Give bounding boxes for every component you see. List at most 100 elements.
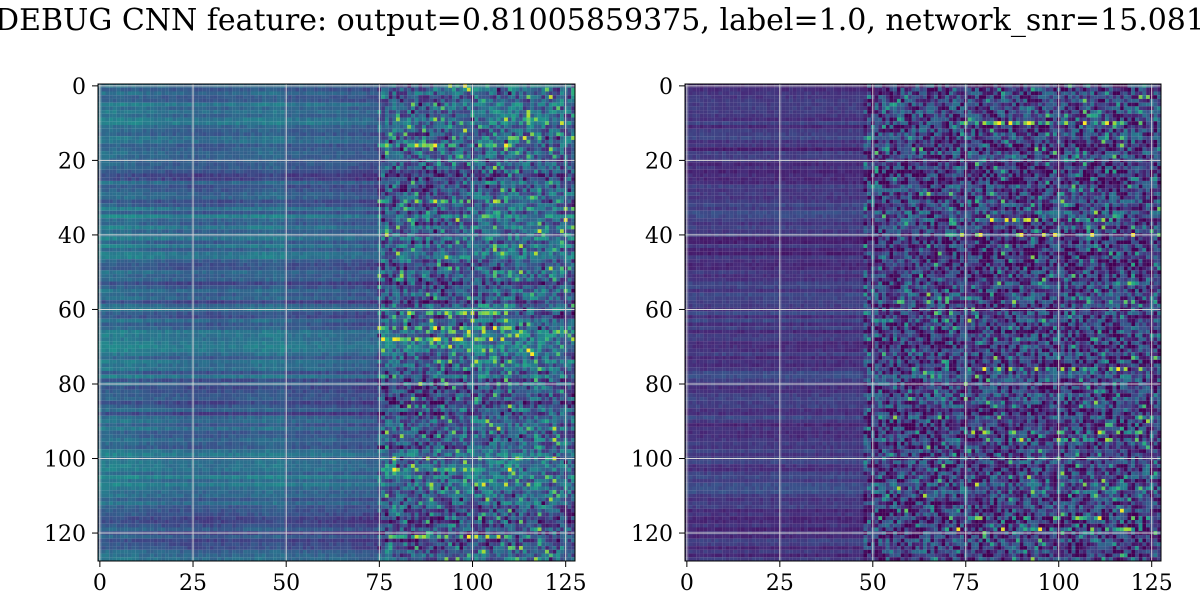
left-heatmap-cell [329,99,333,103]
left-heatmap-cell [385,95,389,99]
left-heatmap-cell [146,192,150,196]
left-heatmap-cell [482,166,486,170]
left-heatmap-cell [187,177,191,181]
left-heatmap-cell [534,151,538,155]
left-heatmap-cell [105,121,109,125]
left-heatmap-cell [303,121,307,125]
left-heatmap-cell [146,136,150,140]
left-heatmap-cell [303,136,307,140]
left-heatmap-cell [359,106,363,110]
left-heatmap-cell [340,222,344,226]
left-heatmap-cell [333,162,337,166]
left-heatmap-cell [348,200,352,204]
left-heatmap-cell [277,136,281,140]
left-heatmap-cell [463,118,467,122]
left-heatmap-cell [269,110,273,114]
left-heatmap-cell [523,106,527,110]
left-heatmap-cell [415,214,419,218]
left-heatmap-cell [120,99,124,103]
left-heatmap-cell [221,200,225,204]
left-heatmap-cell [363,110,367,114]
left-heatmap-cell [251,136,255,140]
left-heatmap-cell [150,129,154,133]
left-heatmap-cell [269,129,273,133]
left-heatmap-cell [135,110,139,114]
left-heatmap-cell [404,196,408,200]
left-heatmap-cell [571,196,575,200]
left-heatmap-cell [225,151,229,155]
left-heatmap-cell [571,132,575,136]
left-heatmap-cell [158,91,162,95]
left-heatmap-cell [560,91,564,95]
left-heatmap-cell [381,211,385,215]
left-heatmap-cell [456,218,460,222]
left-heatmap-cell [385,173,389,177]
left-heatmap-cell [497,88,501,92]
left-heatmap-cell [400,132,404,136]
left-heatmap-cell [135,166,139,170]
left-heatmap-cell [232,196,236,200]
left-heatmap-cell [426,95,430,99]
left-heatmap-cell [165,147,169,151]
left-heatmap-cell [102,147,106,151]
left-heatmap-cell [206,151,210,155]
left-heatmap-cell [407,140,411,144]
left-heatmap-cell [310,181,314,185]
left-heatmap-cell [445,207,449,211]
left-heatmap-cell [187,222,191,226]
left-heatmap-cell [389,188,393,192]
left-heatmap-cell [105,177,109,181]
left-heatmap-cell [113,88,117,92]
left-heatmap-cell [255,136,259,140]
left-heatmap-cell [489,162,493,166]
left-heatmap-cell [258,173,262,177]
left-heatmap-cell [333,118,337,122]
left-heatmap-cell [400,140,404,144]
left-heatmap-cell [143,125,147,129]
left-heatmap-cell [299,203,303,207]
left-heatmap-cell [143,88,147,92]
left-heatmap-cell [497,166,501,170]
left-heatmap-cell [538,91,542,95]
left-heatmap-cell [404,106,408,110]
left-heatmap-cell [523,121,527,125]
left-heatmap-cell [102,162,106,166]
left-heatmap-cell [314,91,318,95]
left-heatmap-cell [161,121,165,125]
left-heatmap-cell [303,196,307,200]
left-heatmap-cell [553,207,557,211]
left-heatmap-cell [139,226,143,230]
left-heatmap-cell [325,132,329,136]
left-heatmap-cell [210,110,214,114]
left-heatmap-cell [415,155,419,159]
left-heatmap-cell [560,207,564,211]
left-heatmap-cell [105,188,109,192]
left-heatmap-cell [240,95,244,99]
left-heatmap-cell [560,218,564,222]
left-heatmap-cell [486,129,490,133]
left-heatmap-cell [422,88,426,92]
left-heatmap-cell [523,147,527,151]
left-heatmap-cell [102,229,106,233]
left-heatmap-cell [374,162,378,166]
left-heatmap-cell [363,91,367,95]
left-heatmap-cell [187,173,191,177]
left-heatmap-cell [519,188,523,192]
left-heatmap-cell [102,118,106,122]
left-heatmap-cell [124,91,128,95]
left-heatmap-cell [161,203,165,207]
left-heatmap-cell [426,181,430,185]
left-heatmap-cell [299,136,303,140]
left-heatmap-cell [176,207,180,211]
left-heatmap-cell [497,162,501,166]
left-heatmap-cell [165,106,169,110]
left-heatmap-cell [176,91,180,95]
left-heatmap-cell [430,147,434,151]
left-heatmap-cell [206,203,210,207]
left-heatmap-cell [374,95,378,99]
left-heatmap-cell [568,188,572,192]
left-heatmap-cell [422,170,426,174]
left-heatmap-cell [128,196,132,200]
left-heatmap-cell [296,125,300,129]
left-heatmap-cell [273,125,277,129]
